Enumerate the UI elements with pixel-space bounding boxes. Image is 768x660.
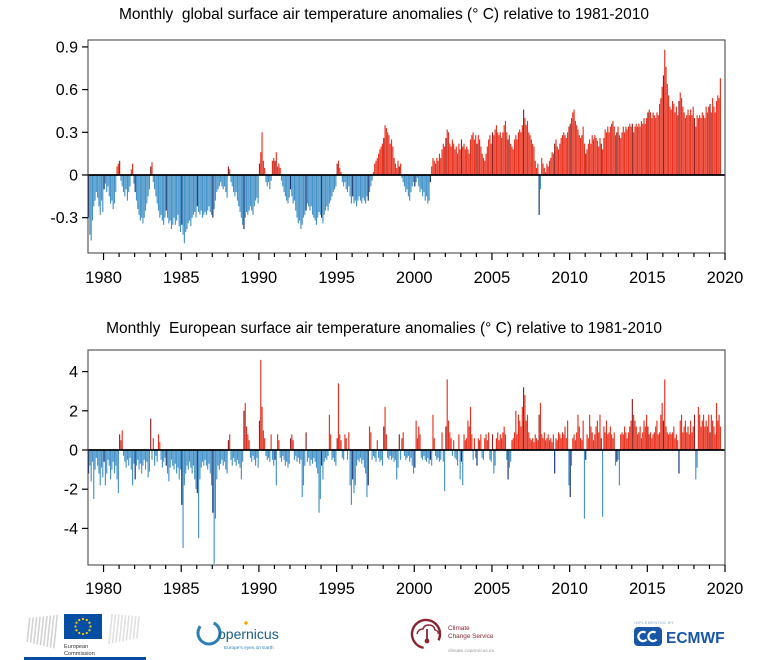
- x-tick-label: 2000: [396, 580, 433, 598]
- ecmwf-wordmark: ECMWF: [666, 630, 725, 647]
- x-tick-label: 2005: [474, 580, 511, 598]
- global-chart-title: Monthly global surface air temperature a…: [118, 6, 650, 23]
- y-tick-label: -2: [64, 482, 78, 499]
- c3s-cloud-icon: [416, 624, 439, 635]
- ec-logo-blue-bar: [24, 657, 146, 660]
- c3s-thermometer-bulb-icon: [424, 638, 430, 644]
- x-tick-label: 1980: [85, 269, 122, 287]
- c3s-tagline: climate.copernicus.eu: [448, 648, 495, 654]
- global-anomalies-chart: 0.9 0.6 0.3 0 -0.3 1980 1985 1990 1995 2000 2005 20…: [50, 39, 743, 287]
- y-tick-label: -0.3: [50, 210, 78, 227]
- copernicus-wordmark: opernicus: [218, 626, 279, 642]
- copernicus-satellite-dot-icon: [244, 621, 248, 625]
- anomaly-bars: [88, 49, 721, 244]
- y-tick-label: 0: [69, 168, 78, 185]
- c3s-crescent-icon: [410, 618, 442, 650]
- y-tick-label: 0.9: [56, 39, 78, 56]
- x-tick-label: 1985: [163, 580, 200, 598]
- x-tick-label: 2020: [707, 269, 744, 287]
- eu-flag-stars-icon: [74, 617, 92, 636]
- european-anomalies-chart: 4 2 0 -2 -4 1980 1985 1990 1995 2000 2005 2010 2015 2…: [64, 349, 744, 598]
- y-tick-label: 0: [69, 443, 78, 460]
- ec-building-stripes-icon: [108, 614, 140, 644]
- ec-logo-text-line2: Commission: [64, 651, 95, 657]
- x-tick-label: 2015: [629, 580, 666, 598]
- x-tick-label: 1990: [241, 269, 278, 287]
- y-tick-label: 2: [69, 403, 78, 420]
- climate-change-service-logo: Climate Change Service climate.copernicu…: [410, 618, 495, 654]
- x-tick-label: 2005: [474, 269, 511, 287]
- x-tick-label: 2020: [707, 580, 744, 598]
- x-tick-label: 1995: [318, 269, 355, 287]
- x-tick-label: 2010: [551, 580, 588, 598]
- x-tick-label: 1980: [85, 580, 122, 598]
- y-tick-label: 0.6: [56, 82, 78, 99]
- ecmwf-arc-icon: [637, 630, 649, 643]
- anomaly-bars: [88, 359, 721, 564]
- x-tick-label: 2010: [551, 269, 588, 287]
- ec-logo-text-line1: European: [64, 644, 88, 650]
- european-commission-logo: European Commission: [24, 614, 146, 660]
- ecmwf-logo: IMPLEMENTED BY ECMWF: [634, 621, 725, 647]
- x-tick-label: 2000: [396, 269, 433, 287]
- european-chart-title: Monthly European surface air temperature…: [106, 320, 662, 337]
- x-tick-label: 1985: [163, 269, 200, 287]
- y-tick-label: -4: [64, 521, 78, 538]
- copernicus-logo: opernicus Europe's eyes on Earth: [196, 620, 279, 651]
- plot-frame: [87, 349, 726, 566]
- x-tick-label: 1995: [318, 580, 355, 598]
- x-tick-label: 1990: [241, 580, 278, 598]
- ec-building-stripes-icon: [26, 614, 59, 649]
- x-tick-label: 2015: [629, 269, 666, 287]
- copernicus-swoosh-icon: [196, 620, 222, 646]
- y-tick-label: 0.3: [56, 125, 78, 142]
- eu-flag-icon: [64, 614, 102, 639]
- plot-frame: [87, 39, 726, 254]
- ecmwf-implemented-by-label: IMPLEMENTED BY: [634, 621, 674, 625]
- y-tick-label: 4: [69, 364, 78, 381]
- c3s-text-line1: Climate: [448, 625, 470, 632]
- copernicus-tagline: Europe's eyes on Earth: [224, 645, 274, 651]
- c3s-text-line2: Change Service: [448, 633, 494, 640]
- ecmwf-arc-icon: [647, 630, 659, 643]
